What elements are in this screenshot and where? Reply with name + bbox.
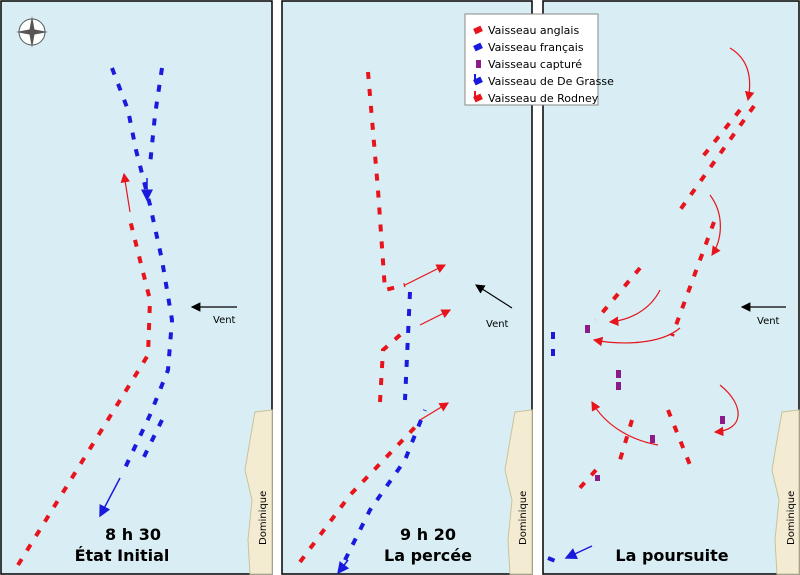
- legend-icon: [473, 93, 483, 103]
- english-line: [618, 419, 634, 461]
- island-label: Dominique: [258, 491, 269, 545]
- english-line: [678, 104, 756, 212]
- panel-time: 9 h 20: [400, 525, 456, 544]
- arrow: [419, 402, 450, 421]
- compass-rose: [16, 16, 48, 48]
- wind-label: Vent: [757, 316, 780, 327]
- french-ships: [547, 556, 561, 565]
- legend-icon: [473, 42, 483, 52]
- arrow: [729, 47, 755, 102]
- panel-initial: Vent Dominique 8 h 30 État Initial: [0, 0, 273, 575]
- arrow: [404, 264, 447, 286]
- legend-flag: [474, 74, 476, 80]
- wind-label: Vent: [486, 319, 509, 330]
- panel-title: La poursuite: [615, 546, 728, 565]
- arrow: [564, 545, 593, 560]
- legend-icon: [473, 25, 483, 35]
- legend-icon: [473, 76, 483, 86]
- panel-time: 8 h 30: [105, 525, 161, 544]
- arrow: [99, 477, 121, 518]
- legend-label: Vaisseau de De Grasse: [488, 75, 614, 88]
- arrow: [608, 289, 661, 326]
- panel-title: État Initial: [75, 546, 170, 565]
- legend-label: Vaisseau français: [488, 41, 584, 54]
- english-line: [670, 221, 716, 337]
- french-line: [110, 67, 175, 469]
- island: [504, 409, 533, 575]
- arrow: [591, 400, 659, 446]
- island-label: Dominique: [518, 491, 529, 545]
- panel-pursuit: Vent Dominique La poursuite: [542, 0, 800, 575]
- arrow: [120, 172, 131, 213]
- arrow: [709, 194, 721, 256]
- panel-title: La percée: [384, 546, 472, 565]
- english-line: [16, 219, 153, 567]
- english-line: [576, 468, 598, 492]
- legend-label: Vaisseau capturé: [488, 58, 582, 71]
- legend-icon: [476, 60, 481, 68]
- english-line: [666, 409, 694, 471]
- arrow: [713, 384, 739, 437]
- legend-flag: [474, 91, 476, 97]
- island-label: Dominique: [786, 491, 797, 545]
- arrow: [337, 559, 350, 575]
- french-line: [343, 409, 427, 561]
- island: [771, 409, 800, 575]
- captured-ships: [585, 325, 725, 481]
- english-line: [698, 108, 742, 162]
- french-line: [403, 291, 412, 401]
- legend-box: [464, 13, 599, 106]
- island: [244, 409, 273, 575]
- arrow: [419, 309, 452, 326]
- legend: Vaisseau anglais Vaisseau français Vaissea…: [464, 13, 614, 106]
- sea: [0, 0, 273, 575]
- arrow: [592, 327, 681, 347]
- legend-label: Vaisseau anglais: [488, 24, 579, 37]
- wind-label: Vent: [213, 315, 236, 326]
- wind-arrow: [474, 284, 513, 309]
- legend-label: Vaisseau de Rodney: [488, 92, 599, 105]
- english-line: [594, 266, 642, 322]
- english-line: [378, 326, 410, 403]
